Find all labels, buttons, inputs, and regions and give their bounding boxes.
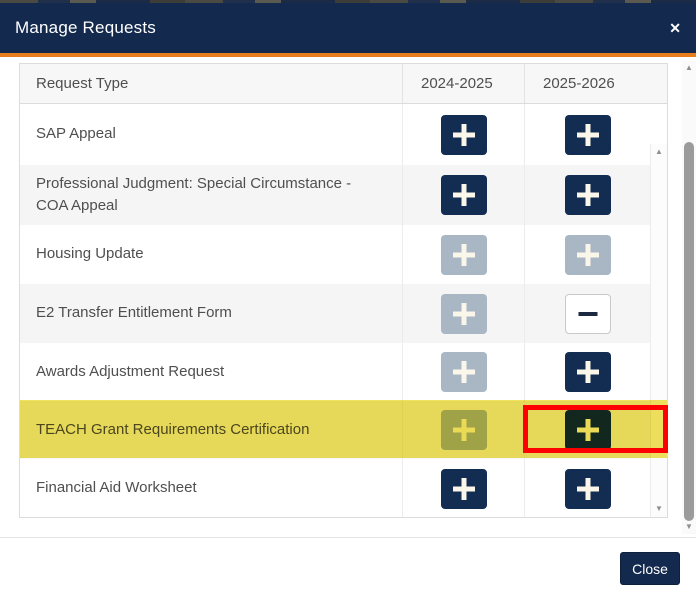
add-request-button-2024-2025[interactable] — [440, 114, 487, 155]
table-row: SAP Appeal — [20, 104, 667, 165]
year-cell-2024-2025 — [403, 165, 525, 225]
remove-request-button-2025-2026[interactable] — [564, 293, 611, 334]
footer-divider — [0, 537, 696, 538]
modal-header: Manage Requests ✕ — [0, 3, 696, 53]
scroll-up-icon[interactable]: ▲ — [655, 147, 663, 156]
table-scrollbar[interactable]: ▲ ▼ — [650, 144, 667, 517]
request-type-cell: Awards Adjustment Request — [20, 343, 403, 401]
year-cell-2024-2025 — [403, 104, 525, 165]
plus-icon — [565, 235, 611, 275]
table-body: SAP Appeal Professional Judgment: Special… — [20, 104, 667, 517]
requests-table: Request Type 2024-2025 2025-2026 SAP App… — [19, 63, 668, 518]
minus-icon — [566, 295, 610, 333]
modal-body: Request Type 2024-2025 2025-2026 SAP App… — [0, 57, 696, 601]
request-type-cell: Housing Update — [20, 225, 403, 284]
year-cell-2025-2026 — [525, 343, 650, 401]
plus-icon — [441, 235, 487, 275]
year-cell-2025-2026 — [525, 165, 650, 225]
add-request-button-2024-2025 — [440, 410, 487, 450]
year-cell-2024-2025 — [403, 401, 525, 459]
plus-icon — [565, 115, 611, 155]
add-request-button-2025-2026[interactable] — [564, 410, 611, 450]
add-request-button-2025-2026 — [564, 234, 611, 275]
add-request-button-2024-2025[interactable] — [440, 175, 487, 215]
plus-icon — [565, 469, 611, 509]
plus-icon — [565, 410, 611, 450]
table-row: TEACH Grant Requirements Certification — [20, 401, 667, 459]
request-type-label: TEACH Grant Requirements Certification — [36, 420, 310, 438]
scrollbar-thumb[interactable] — [684, 142, 694, 521]
table-row: Professional Judgment: Special Circumsta… — [20, 165, 667, 225]
add-request-button-2024-2025 — [440, 293, 487, 334]
request-type-label: Housing Update — [36, 245, 144, 263]
column-header-2024-2025: 2024-2025 — [403, 64, 525, 103]
year-cell-2024-2025 — [403, 284, 525, 343]
request-type-label: Financial Aid Worksheet — [36, 479, 197, 497]
table-header-row: Request Type 2024-2025 2025-2026 — [20, 64, 667, 104]
year-cell-2025-2026 — [525, 104, 650, 165]
table-row: Financial Aid Worksheet — [20, 459, 667, 517]
background-page-strip — [0, 0, 696, 3]
year-cell-2024-2025 — [403, 225, 525, 284]
add-request-button-2024-2025[interactable] — [440, 468, 487, 509]
plus-icon — [441, 352, 487, 392]
year-cell-2025-2026 — [525, 225, 650, 284]
column-header-2025-2026: 2025-2026 — [543, 75, 615, 92]
add-request-button-2024-2025 — [440, 234, 487, 275]
plus-icon — [565, 352, 611, 392]
request-type-cell: SAP Appeal — [20, 104, 403, 165]
accent-bar — [0, 53, 696, 57]
add-request-button-2025-2026[interactable] — [564, 468, 611, 509]
table-row: Housing Update — [20, 225, 667, 284]
scroll-up-icon[interactable]: ▲ — [685, 63, 693, 72]
table-row: Awards Adjustment Request — [20, 343, 667, 401]
year-cell-2024-2025 — [403, 343, 525, 401]
plus-icon — [441, 115, 487, 155]
request-type-cell: E2 Transfer Entitlement Form — [20, 284, 403, 343]
request-type-label: SAP Appeal — [36, 125, 116, 143]
add-request-button-2025-2026[interactable] — [564, 352, 611, 392]
table-row: E2 Transfer Entitlement Form — [20, 284, 667, 343]
year-cell-2025-2026 — [525, 459, 650, 517]
close-button[interactable]: Close — [620, 552, 680, 585]
modal-scrollbar[interactable]: ▲ ▼ — [682, 61, 696, 534]
add-request-button-2024-2025 — [440, 352, 487, 392]
scroll-down-icon[interactable]: ▼ — [685, 522, 693, 531]
request-type-cell: TEACH Grant Requirements Certification — [20, 401, 403, 459]
year-cell-2024-2025 — [403, 459, 525, 517]
close-icon[interactable]: ✕ — [669, 20, 681, 36]
request-type-label: Awards Adjustment Request — [36, 362, 225, 380]
request-type-cell: Financial Aid Worksheet — [20, 459, 403, 517]
plus-icon — [441, 469, 487, 509]
add-request-button-2025-2026[interactable] — [564, 175, 611, 215]
modal-title: Manage Requests — [15, 18, 156, 37]
plus-icon — [441, 294, 487, 334]
request-type-label: Professional Judgment: Special Circumsta… — [36, 174, 352, 215]
scroll-down-icon[interactable]: ▼ — [655, 504, 663, 513]
plus-icon — [441, 410, 487, 450]
plus-icon — [441, 175, 487, 215]
add-request-button-2025-2026[interactable] — [564, 114, 611, 155]
year-cell-2025-2026 — [525, 401, 650, 459]
plus-icon — [565, 175, 611, 215]
request-type-label: E2 Transfer Entitlement Form — [36, 304, 232, 322]
column-header-request-type: Request Type — [20, 64, 403, 103]
year-cell-2025-2026 — [525, 284, 650, 343]
request-type-cell: Professional Judgment: Special Circumsta… — [20, 165, 403, 225]
